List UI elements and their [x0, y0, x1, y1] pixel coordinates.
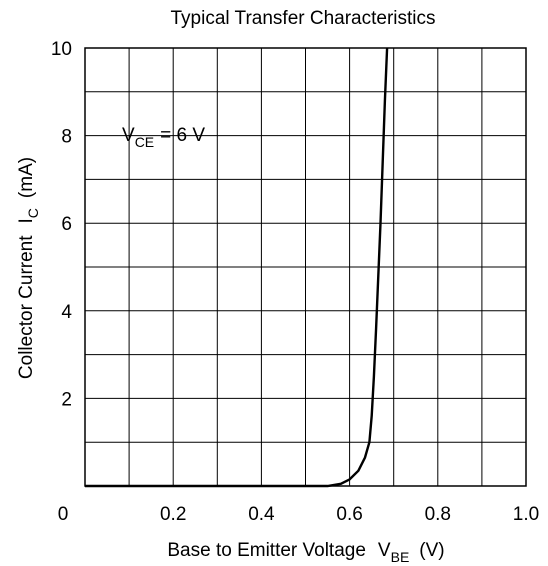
y-tick-label: 6 — [61, 214, 72, 235]
x-axis-label-main: Base to Emitter Voltage — [167, 540, 366, 561]
vce-value: = 6 V — [160, 125, 205, 146]
x-tick-label: 0.2 — [160, 504, 186, 525]
y-axis-label: Collector Current IC (mA) — [16, 157, 41, 379]
x-axis-label: Base to Emitter Voltage VBE (V) — [167, 540, 444, 565]
y-axis-subscript: C — [25, 208, 41, 218]
vce-symbol: V — [122, 125, 135, 146]
x-axis-subscript: BE — [391, 549, 410, 565]
x-tick-labels: 0 0.2 0.4 0.6 0.8 1.0 — [58, 504, 540, 525]
y-tick-labels: 2 4 6 8 10 — [51, 39, 73, 410]
x-tick-label: 1.0 — [513, 504, 539, 525]
y-tick-label: 4 — [61, 302, 72, 323]
x-tick-label: 0.8 — [425, 504, 451, 525]
vce-annotation: VCE = 6 V — [122, 125, 205, 150]
chart-title: Typical Transfer Characteristics — [170, 8, 435, 29]
y-tick-label: 8 — [61, 127, 72, 148]
x-axis-symbol: V — [378, 540, 391, 561]
y-tick-label: 10 — [51, 39, 72, 60]
y-axis-unit: (mA) — [16, 157, 37, 198]
x-tick-label: 0 — [58, 504, 69, 525]
x-tick-label: 0.4 — [248, 504, 275, 525]
x-axis-unit: (V) — [419, 540, 444, 561]
grid-lines — [85, 48, 526, 486]
y-tick-label: 2 — [61, 389, 72, 410]
vce-subscript: CE — [135, 134, 154, 150]
series-line — [85, 47, 389, 488]
y-axis-label-main: Collector Current — [16, 235, 37, 379]
y-axis-symbol: I — [16, 218, 37, 223]
x-tick-label: 0.6 — [336, 504, 362, 525]
